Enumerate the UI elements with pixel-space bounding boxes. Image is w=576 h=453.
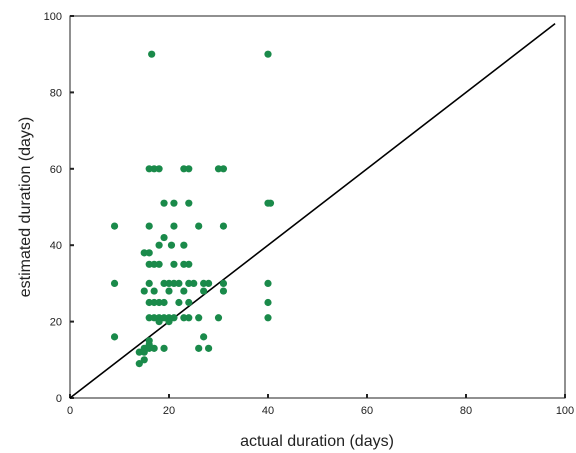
data-point	[145, 314, 153, 322]
data-point	[185, 314, 193, 322]
data-point	[145, 337, 153, 345]
data-point	[145, 249, 153, 257]
data-point	[148, 50, 156, 58]
data-point	[145, 222, 153, 230]
reference-line	[69, 23, 556, 399]
data-point	[160, 199, 168, 207]
data-point	[165, 287, 173, 295]
x-tick-label: 0	[67, 405, 73, 417]
data-point	[219, 279, 228, 287]
data-point	[150, 314, 158, 322]
data-point	[135, 360, 143, 368]
data-point	[155, 298, 163, 307]
data-point	[167, 241, 176, 249]
y-tick-label: 40	[50, 240, 62, 252]
data-point	[145, 165, 153, 173]
data-point	[110, 279, 119, 287]
data-points	[110, 50, 275, 368]
data-point	[160, 279, 168, 287]
data-point	[266, 199, 275, 207]
data-point	[155, 241, 163, 249]
data-point	[185, 279, 193, 287]
data-point	[155, 318, 163, 326]
x-tick-label: 40	[262, 405, 274, 417]
data-point	[180, 241, 188, 249]
data-point	[219, 165, 228, 173]
data-point	[185, 298, 193, 307]
data-point	[170, 279, 178, 287]
data-point	[140, 348, 148, 356]
x-tick-label: 100	[556, 405, 574, 417]
data-point	[219, 287, 228, 295]
data-point	[180, 287, 188, 295]
data-point	[170, 222, 178, 230]
data-point	[145, 260, 153, 268]
data-point	[170, 314, 178, 322]
y-axis-title: estimated duration (days)	[17, 117, 34, 298]
data-point	[219, 222, 228, 230]
data-point	[195, 344, 203, 352]
plot-frame	[69, 15, 566, 399]
data-point	[160, 344, 168, 352]
x-axis-ticks: 0 20 40 60 80 100	[67, 394, 574, 417]
data-point	[145, 279, 153, 287]
data-point	[140, 287, 148, 295]
data-point	[200, 333, 208, 341]
data-point	[190, 279, 198, 287]
data-point	[264, 298, 272, 307]
data-point	[150, 165, 158, 173]
reference-line-group	[69, 23, 556, 399]
data-point	[214, 314, 223, 322]
data-point	[170, 199, 178, 207]
x-tick-label: 80	[460, 405, 472, 417]
data-point	[200, 287, 208, 295]
data-point	[145, 298, 153, 307]
data-point	[175, 279, 183, 287]
data-point	[185, 260, 193, 268]
x-tick-label: 60	[361, 405, 373, 417]
data-point	[160, 298, 168, 307]
data-point	[140, 249, 148, 257]
data-point	[200, 279, 208, 287]
data-point	[195, 314, 203, 322]
data-point	[140, 356, 148, 364]
data-point	[264, 50, 272, 58]
data-point	[160, 233, 168, 242]
data-point	[264, 279, 272, 287]
data-point	[160, 314, 168, 322]
data-point	[195, 222, 203, 230]
data-point	[175, 298, 183, 307]
data-point	[155, 165, 163, 173]
data-point	[205, 344, 213, 352]
y-tick-label: 100	[44, 11, 62, 23]
data-point	[180, 260, 188, 268]
data-point	[150, 287, 158, 295]
data-point	[110, 333, 119, 341]
data-point	[135, 348, 143, 356]
data-point	[150, 260, 158, 268]
data-point	[110, 222, 119, 230]
y-tick-label: 80	[50, 87, 62, 99]
data-point	[180, 314, 188, 322]
data-point	[214, 165, 223, 173]
y-tick-label: 20	[50, 317, 62, 329]
data-point	[150, 344, 158, 352]
x-tick-label: 20	[163, 405, 175, 417]
data-point	[165, 279, 173, 287]
data-point	[185, 165, 193, 173]
y-tick-label: 60	[50, 164, 62, 176]
x-axis-title: actual duration (days)	[240, 433, 394, 450]
data-point	[205, 279, 213, 287]
data-point	[170, 260, 178, 268]
data-point	[155, 260, 163, 268]
y-axis-ticks: 0 20 40 60 80 100	[44, 11, 74, 405]
data-point	[180, 165, 188, 173]
data-point	[264, 314, 272, 322]
data-point	[150, 298, 158, 307]
data-point	[185, 199, 193, 207]
data-point	[165, 318, 173, 326]
y-tick-label: 0	[56, 393, 62, 405]
